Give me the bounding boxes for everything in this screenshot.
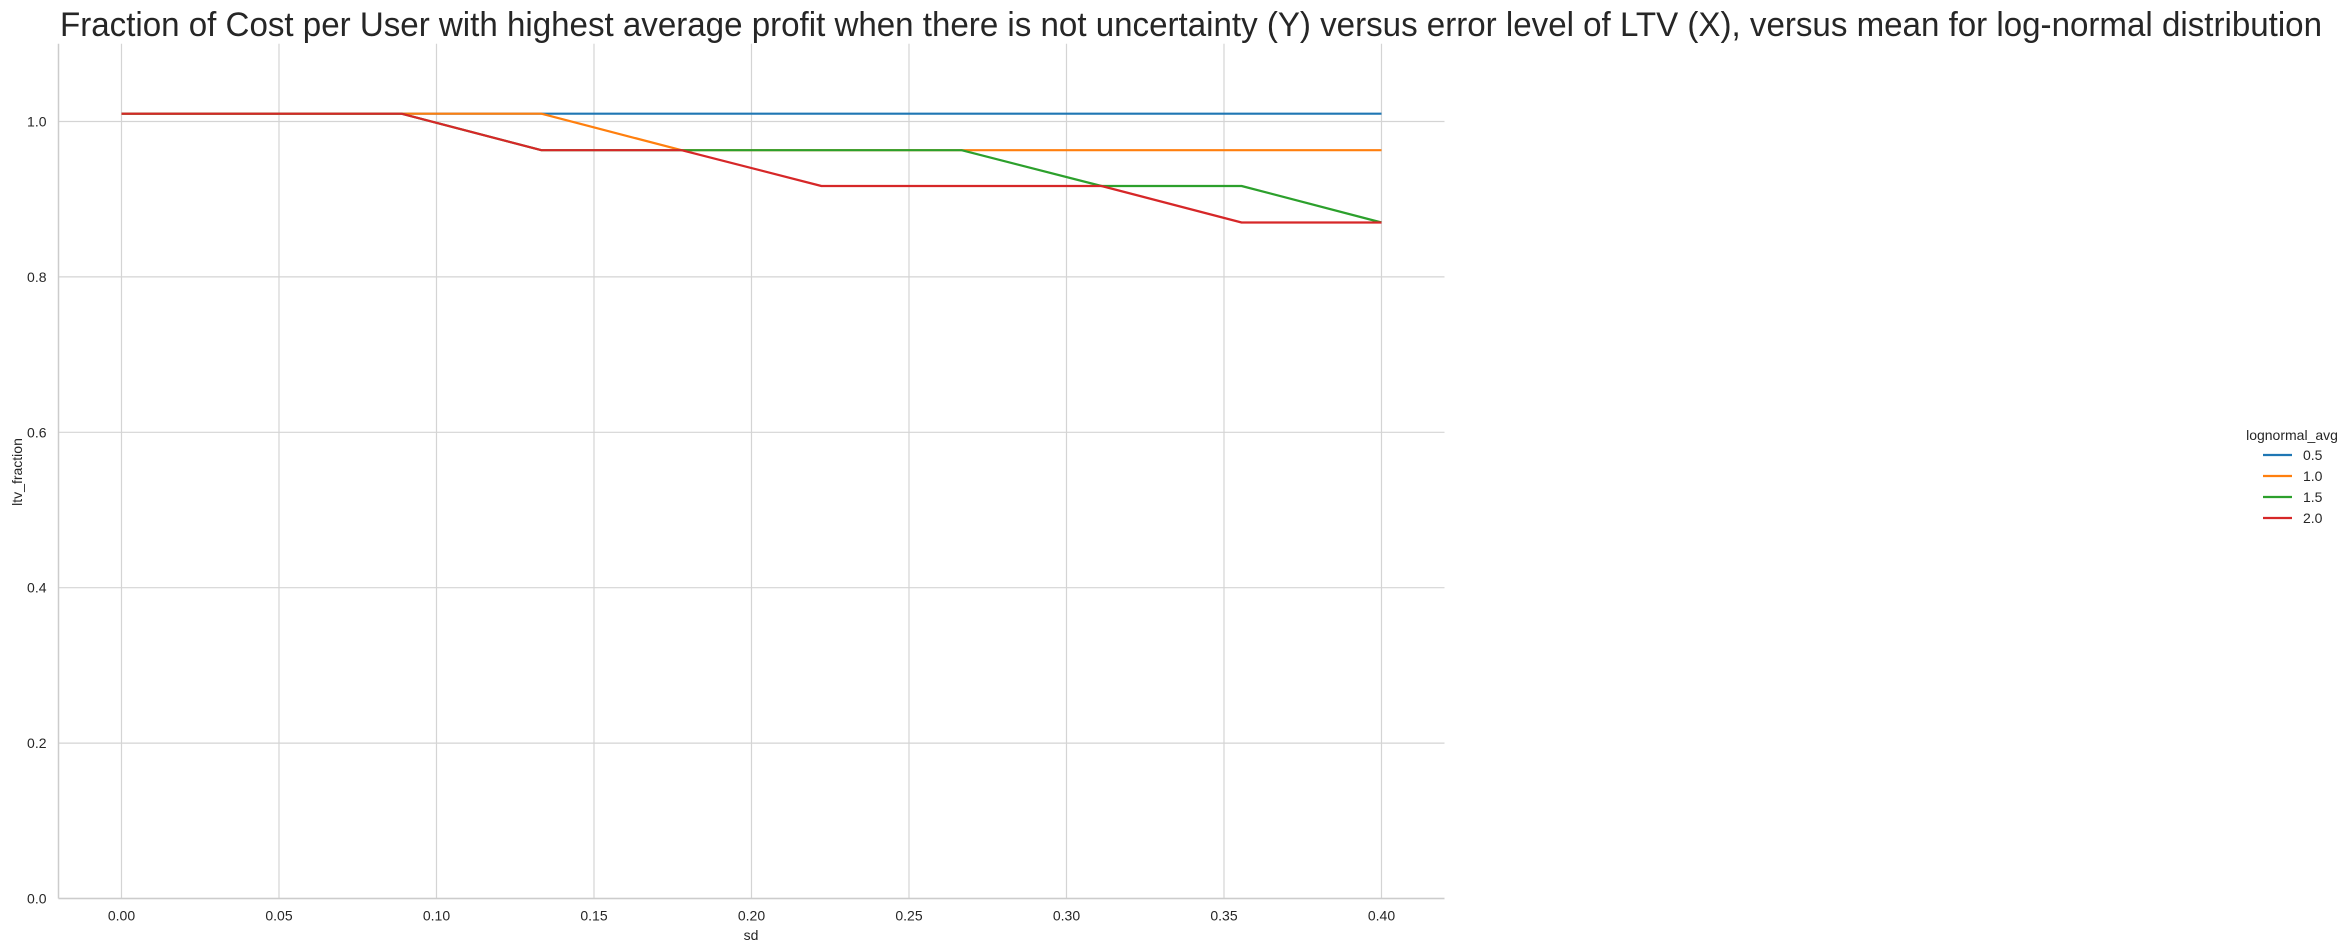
- legend: lognormal_avg 0.5 1.0 1.5 2.0: [2246, 427, 2338, 526]
- x-tick-label: 0.10: [423, 908, 450, 924]
- series-line-2-0: [121, 112, 1382, 224]
- legend-entry-label: 2.0: [2303, 510, 2323, 526]
- legend-entry-label: 0.5: [2303, 447, 2323, 463]
- x-tick-label: 0.35: [1210, 908, 1237, 924]
- y-tick-label: 0.4: [27, 580, 47, 596]
- x-tick-label: 0.30: [1053, 908, 1080, 924]
- x-tick-label: 0.25: [895, 908, 922, 924]
- y-tick-label: 0.6: [27, 424, 47, 440]
- legend-title: lognormal_avg: [2246, 427, 2338, 443]
- x-axis-label: sd: [744, 927, 759, 943]
- legend-entry-label: 1.0: [2303, 468, 2323, 484]
- y-axis-label: ltv_fraction: [9, 438, 25, 506]
- series-lines: [121, 112, 1382, 224]
- y-tick-label: 0.2: [27, 735, 47, 751]
- y-tick-label: 1.0: [27, 114, 47, 130]
- chart-title: Fraction of Cost per User with highest a…: [60, 6, 2322, 44]
- x-tick-label: 0.05: [265, 908, 292, 924]
- x-tick-label: 0.20: [738, 908, 765, 924]
- legend-entry-label: 1.5: [2303, 489, 2323, 505]
- x-tick-label: 0.15: [580, 908, 607, 924]
- gridlines: [58, 43, 1445, 900]
- y-tick-label: 0.0: [27, 891, 47, 907]
- x-tick-label: 0.00: [108, 908, 135, 924]
- y-tick-label: 0.8: [27, 269, 47, 285]
- axes: 0.00 0.05 0.10 0.15 0.20 0.25 0.30 0.35 0.40 0.0 0…: [27, 43, 1445, 924]
- x-tick-label: 0.40: [1368, 908, 1395, 924]
